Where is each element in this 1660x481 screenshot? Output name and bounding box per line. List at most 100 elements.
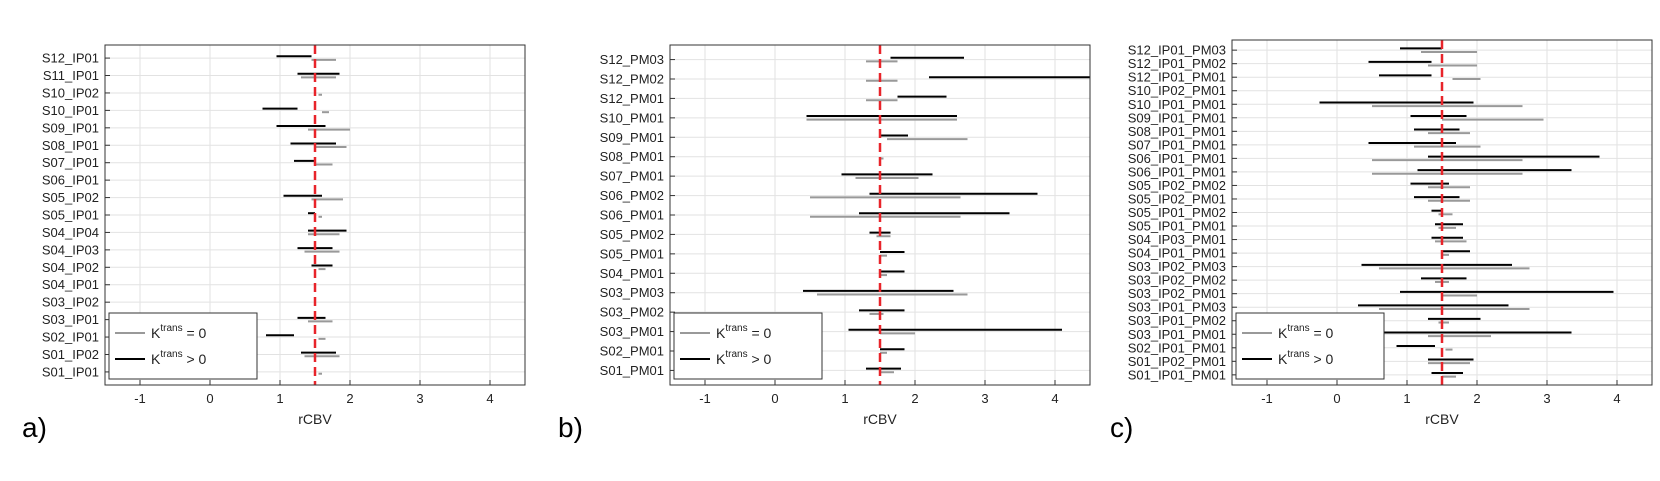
x-tick-label: 0 <box>206 391 213 406</box>
legend: Ktrans = 0 Ktrans > 0 <box>108 312 258 380</box>
x-tick-label: -1 <box>699 391 711 406</box>
y-tick-label: S12_PM03 <box>600 52 664 67</box>
x-tick-label: 3 <box>981 391 988 406</box>
legend-box <box>673 312 823 380</box>
y-tick-label: S03_IP02_PM03 <box>1128 259 1226 274</box>
x-tick-label: 3 <box>416 391 423 406</box>
x-tick-label: 4 <box>1613 391 1620 406</box>
y-tick-label: S04_IP01_PM01 <box>1128 246 1226 261</box>
legend-label-ktrans_pos: Ktrans > 0 <box>1278 349 1334 367</box>
legend: Ktrans = 0 Ktrans > 0 <box>673 312 823 380</box>
x-tick-label: 2 <box>911 391 918 406</box>
y-tick-label: S03_PM01 <box>600 324 664 339</box>
y-tick-label: S10_IP01 <box>42 103 99 118</box>
y-tick-label: S03_IP02_PM01 <box>1128 286 1226 301</box>
y-tick-label: S04_IP04 <box>42 225 99 240</box>
y-tick-label: S05_IP02_PM01 <box>1128 191 1226 206</box>
y-tick-label: S02_PM01 <box>600 344 664 359</box>
y-tick-label: S01_IP02 <box>42 347 99 362</box>
y-tick-label: S05_IP01_PM02 <box>1128 205 1226 220</box>
y-tick-label: S05_IP02_PM02 <box>1128 178 1226 193</box>
x-tick-label: 2 <box>1473 391 1480 406</box>
x-tick-label: 2 <box>346 391 353 406</box>
x-tick-label: 1 <box>1403 391 1410 406</box>
y-tick-label: S06_PM02 <box>600 188 664 203</box>
y-tick-label: S06_IP01_PM01 <box>1128 151 1226 166</box>
y-tick-label: S07_PM01 <box>600 169 664 184</box>
y-tick-label: S12_IP01_PM03 <box>1128 43 1226 58</box>
x-tick-label: 1 <box>841 391 848 406</box>
y-tick-label: S08_IP01 <box>42 138 99 153</box>
legend-box <box>108 312 258 380</box>
y-tick-label: S12_PM02 <box>600 72 664 87</box>
x-tick-label: 3 <box>1543 391 1550 406</box>
y-tick-label: S01_IP02_PM01 <box>1128 354 1226 369</box>
y-tick-label: S04_IP01 <box>42 277 99 292</box>
y-tick-label: S07_IP01 <box>42 155 99 170</box>
y-tick-label: S10_IP01_PM01 <box>1128 97 1226 112</box>
x-tick-label: -1 <box>1261 391 1273 406</box>
y-tick-label: S03_PM03 <box>600 285 664 300</box>
y-tick-label: S04_IP02 <box>42 260 99 275</box>
y-tick-label: S05_IP01 <box>42 208 99 223</box>
y-tick-label: S02_IP01_PM01 <box>1128 340 1226 355</box>
x-tick-label: 4 <box>486 391 493 406</box>
y-tick-label: S09_PM01 <box>600 130 664 145</box>
panel-3: -1 0 1 2 3 4 S12_IP01_PM03S12_IP01_PM02S12_IP0… <box>1110 39 1653 443</box>
y-tick-label: S06_IP01_PM01 <box>1128 164 1226 179</box>
y-tick-label: S10_IP02 <box>42 85 99 100</box>
legend-label-ktrans_zero: Ktrans = 0 <box>151 323 207 341</box>
legend-label-ktrans_pos: Ktrans > 0 <box>151 349 207 367</box>
y-tick-label: S11_IP01 <box>43 68 99 83</box>
y-tick-label: S09_IP01 <box>42 120 99 135</box>
y-tick-label: S12_IP01_PM02 <box>1128 56 1226 71</box>
legend-box <box>1235 312 1385 380</box>
legend-label-ktrans_zero: Ktrans = 0 <box>716 323 772 341</box>
x-axis-label: rCBV <box>1425 411 1459 427</box>
panel-label: b) <box>558 412 583 443</box>
x-tick-label: 0 <box>771 391 778 406</box>
y-tick-label: S12_PM01 <box>600 91 664 106</box>
y-tick-label: S04_IP03_PM01 <box>1128 232 1226 247</box>
legend: Ktrans = 0 Ktrans > 0 <box>1235 312 1385 380</box>
y-tick-label: S07_IP01_PM01 <box>1128 137 1226 152</box>
y-tick-label: S12_IP01 <box>42 51 99 66</box>
y-tick-label: S04_PM01 <box>600 266 664 281</box>
y-tick-label: S03_IP01_PM02 <box>1128 313 1226 328</box>
y-tick-label: S03_IP02_PM02 <box>1128 273 1226 288</box>
y-tick-label: S03_IP01_PM03 <box>1128 300 1226 315</box>
y-tick-label: S08_PM01 <box>600 149 664 164</box>
x-axis-label: rCBV <box>298 411 332 427</box>
y-tick-label: S01_IP01_PM01 <box>1128 367 1226 382</box>
x-tick-label: 1 <box>276 391 283 406</box>
y-tick-label: S10_PM01 <box>600 110 664 125</box>
x-tick-label: -1 <box>134 391 146 406</box>
x-axis-label: rCBV <box>863 411 897 427</box>
y-tick-label: S12_IP01_PM01 <box>1128 70 1226 85</box>
x-tick-label: 4 <box>1051 391 1058 406</box>
y-tick-label: S10_IP02_PM01 <box>1128 83 1226 98</box>
y-tick-label: S01_IP01 <box>42 364 99 379</box>
legend-label-ktrans_pos: Ktrans > 0 <box>716 349 772 367</box>
y-tick-label: S05_IP02 <box>42 190 99 205</box>
y-tick-label: S09_IP01_PM01 <box>1128 110 1226 125</box>
y-tick-label: S06_PM01 <box>600 208 664 223</box>
y-tick-label: S03_IP01_PM01 <box>1128 327 1226 342</box>
y-tick-label: S03_PM02 <box>600 305 664 320</box>
y-tick-label: S08_IP01_PM01 <box>1128 124 1226 139</box>
y-tick-label: S02_IP01 <box>42 330 99 345</box>
y-tick-label: S06_IP01 <box>42 173 99 188</box>
panel-1: -1 0 1 2 3 4 S12_IP01 S11_IP01 S10_IP02 S10_IP01 S… <box>22 44 526 443</box>
y-tick-label: S01_PM01 <box>600 363 664 378</box>
y-tick-label: S05_IP01_PM01 <box>1128 219 1226 234</box>
legend-label-ktrans_zero: Ktrans = 0 <box>1278 323 1334 341</box>
panel-label: c) <box>1110 412 1133 443</box>
y-tick-label: S03_IP01 <box>42 312 99 327</box>
panel-label: a) <box>22 412 47 443</box>
y-tick-label: S04_IP03 <box>42 242 99 257</box>
y-tick-label: S05_PM02 <box>600 227 664 242</box>
panel-2: -1 0 1 2 3 4 S12_PM03 S12_PM02 S12_PM01 S10_PM01 S… <box>558 44 1091 443</box>
y-tick-label: S05_PM01 <box>600 246 664 261</box>
y-tick-label: S03_IP02 <box>42 295 99 310</box>
